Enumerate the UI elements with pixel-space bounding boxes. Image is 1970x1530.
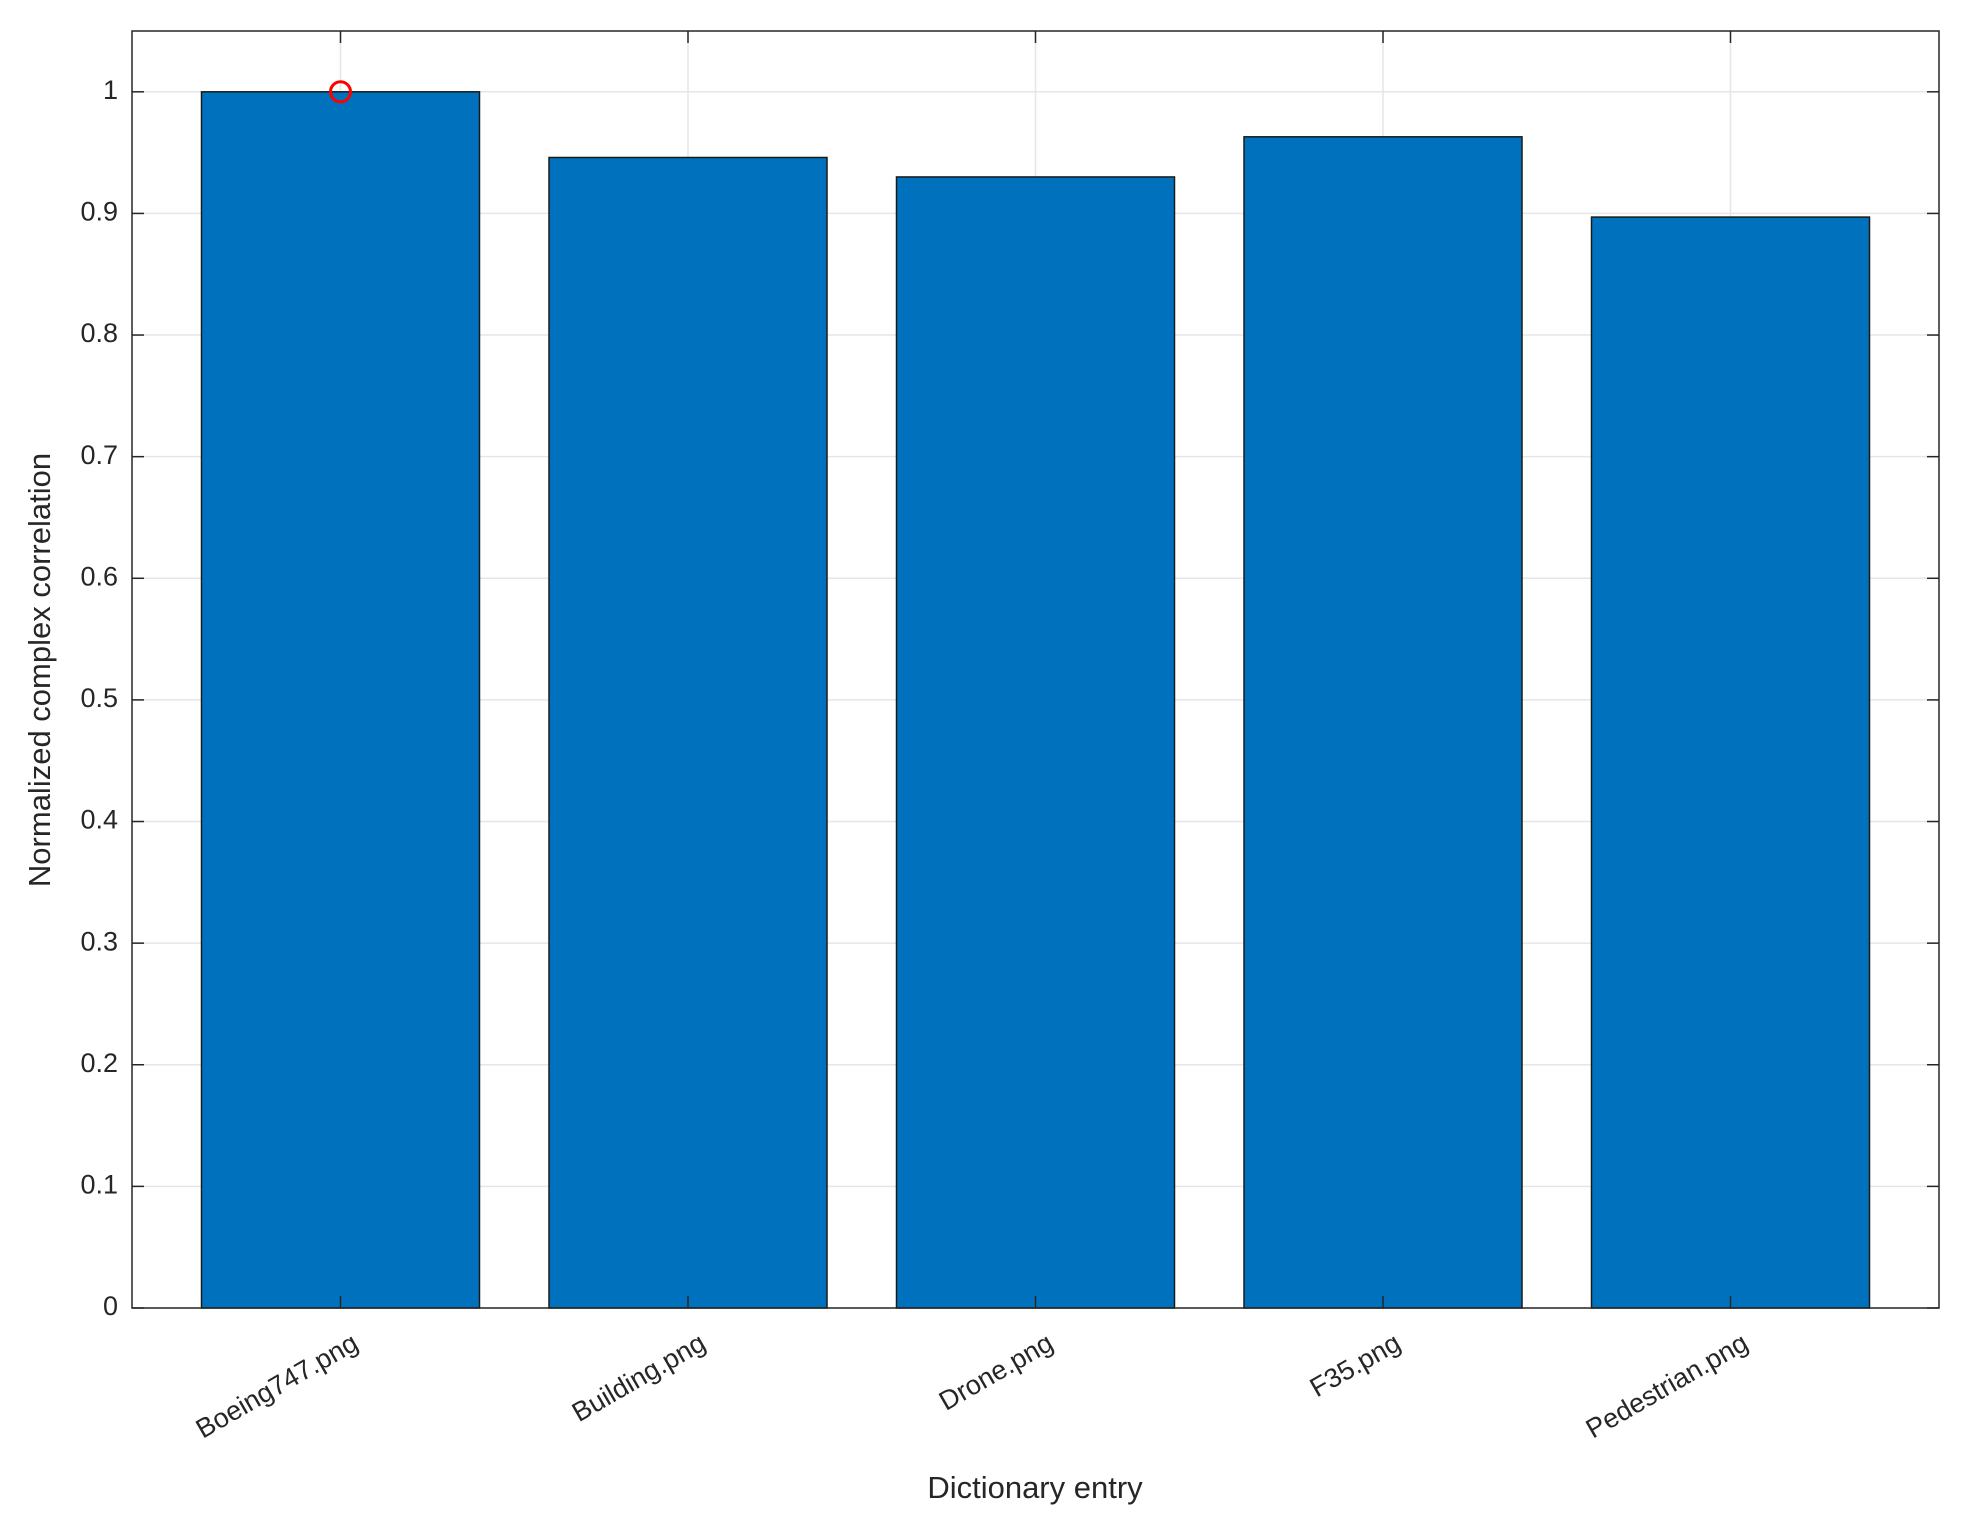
x-axis-label: Dictionary entry bbox=[927, 1470, 1143, 1505]
bar bbox=[1243, 136, 1523, 1309]
x-tick-label: Pedestrian.png bbox=[1581, 1327, 1753, 1444]
highlight-marker bbox=[329, 80, 352, 104]
y-tick-label: 0.6 bbox=[80, 561, 118, 591]
bar bbox=[895, 176, 1176, 1309]
y-tick-label: 0.2 bbox=[80, 1048, 118, 1078]
y-tick-label: 0.3 bbox=[80, 926, 118, 956]
bar bbox=[200, 91, 481, 1309]
bar bbox=[1590, 216, 1871, 1309]
y-tick-label: 1 bbox=[103, 75, 118, 105]
y-axis-label: Normalized complex correlation bbox=[22, 453, 57, 887]
bar bbox=[548, 156, 828, 1309]
y-tick-label: 0.8 bbox=[80, 318, 118, 348]
y-tick-label: 0.9 bbox=[80, 197, 118, 227]
y-tick-label: 0 bbox=[103, 1291, 118, 1321]
x-tick-label: Boeing747.png bbox=[191, 1327, 363, 1444]
x-tick-label: F35.png bbox=[1305, 1327, 1406, 1403]
y-tick-label: 0.4 bbox=[80, 805, 118, 835]
y-tick-label: 0.5 bbox=[80, 683, 118, 713]
y-tick-label: 0.1 bbox=[80, 1170, 118, 1200]
y-tick-label: 0.7 bbox=[80, 440, 118, 470]
x-tick-label: Building.png bbox=[567, 1327, 711, 1427]
x-tick-label: Drone.png bbox=[934, 1327, 1058, 1416]
